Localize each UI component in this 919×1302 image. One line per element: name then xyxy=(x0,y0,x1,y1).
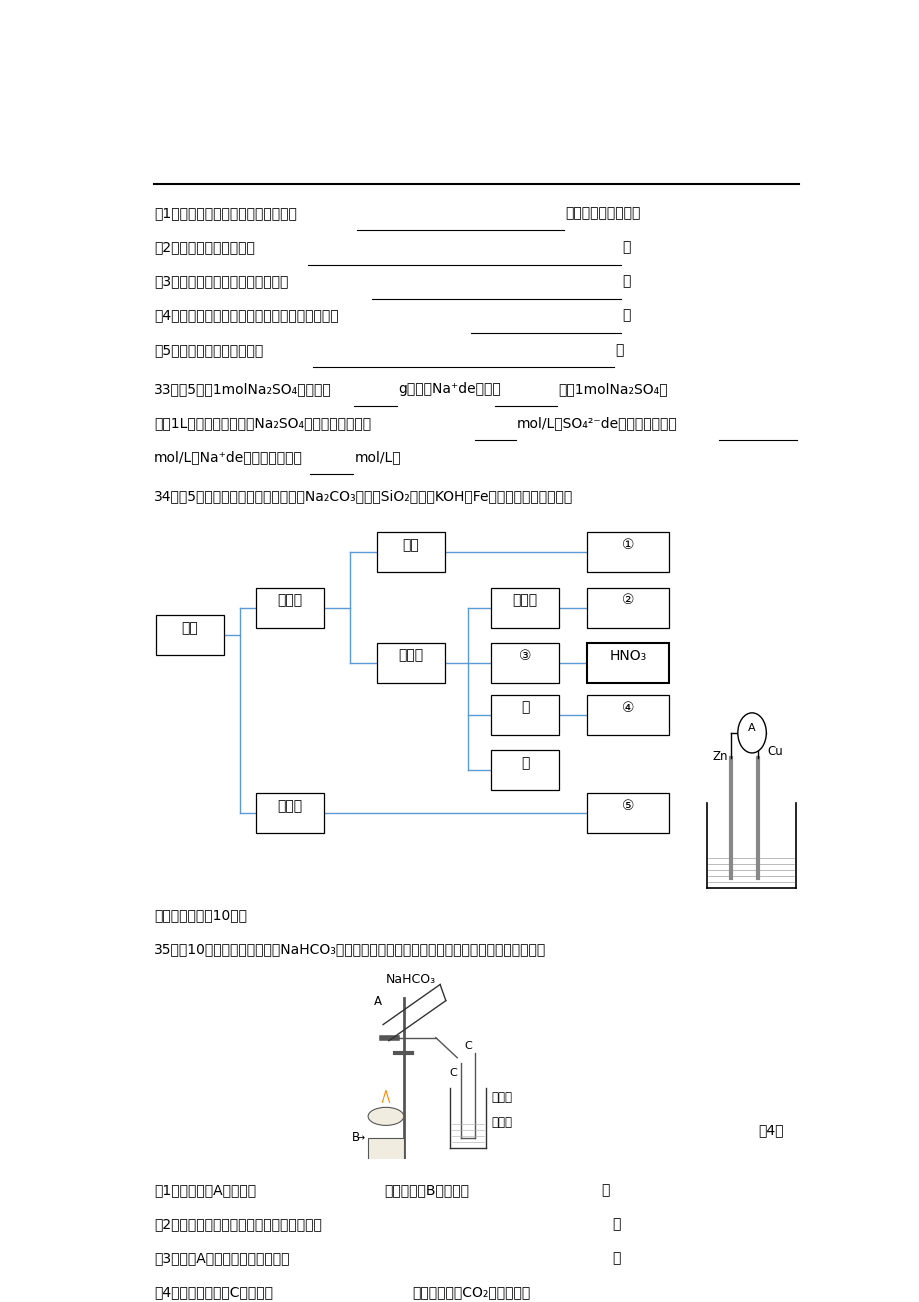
Text: 四、实验题（共10分）: 四、实验题（共10分） xyxy=(154,909,247,922)
Ellipse shape xyxy=(368,1107,403,1125)
Text: ；: ； xyxy=(622,241,630,254)
Text: A: A xyxy=(747,723,755,733)
Text: B: B xyxy=(351,1131,359,1144)
Text: HNO₃: HNO₃ xyxy=(609,648,646,663)
Bar xyxy=(491,643,558,682)
Text: （1）图中仪器A的名称是: （1）图中仪器A的名称是 xyxy=(154,1184,256,1197)
Text: （3）可作为潜水艇中氧气来源的是: （3）可作为潜水艇中氧气来源的是 xyxy=(154,275,289,289)
Bar xyxy=(368,1138,403,1163)
Text: 单质: 单质 xyxy=(403,538,419,552)
Text: －4－: －4－ xyxy=(757,1122,783,1137)
Text: 碱: 碱 xyxy=(520,700,528,715)
Text: （1）用于消毒的医用酒精主要成份是: （1）用于消毒的医用酒精主要成份是 xyxy=(154,207,297,220)
Bar xyxy=(368,1169,425,1191)
Text: 34．（5分）下图为物质分类图示：将Na₂CO₃溶液、SiO₂、酸、KOH和Fe填入图中对应的位置。: 34．（5分）下图为物质分类图示：将Na₂CO₃溶液、SiO₂、酸、KOH和Fe… xyxy=(154,490,573,504)
Text: 化合物: 化合物 xyxy=(398,648,423,663)
Text: 澄清的: 澄清的 xyxy=(491,1091,512,1104)
Text: ②: ② xyxy=(621,594,634,607)
Bar xyxy=(377,533,444,573)
Text: Zn: Zn xyxy=(711,750,727,763)
Bar xyxy=(255,587,323,628)
Text: （4）开始加热后，C管中出现: （4）开始加热后，C管中出现 xyxy=(154,1285,273,1299)
Text: （4）能使品红溶液褪色，加热后又恢复红色的是: （4）能使品红溶液褪色，加热后又恢复红色的是 xyxy=(154,309,338,323)
Text: 制成1L溶液，所得溶液中Na₂SO₄的物质的量浓度是: 制成1L溶液，所得溶液中Na₂SO₄的物质的量浓度是 xyxy=(154,417,371,430)
Bar xyxy=(586,533,669,573)
Text: 。: 。 xyxy=(611,1217,619,1232)
Text: 氧化物: 氧化物 xyxy=(512,594,537,607)
Bar xyxy=(491,695,558,734)
Text: ；用1molNa₂SO₄配: ；用1molNa₂SO₄配 xyxy=(558,381,667,396)
Text: →: → xyxy=(356,1133,364,1143)
Text: （2）遇淀粉溶液变蓝的是: （2）遇淀粉溶液变蓝的是 xyxy=(154,241,255,254)
Bar xyxy=(491,750,558,790)
Text: 纯净物: 纯净物 xyxy=(277,594,302,607)
Text: ；: ； xyxy=(622,309,630,323)
Text: （5）具有磁性的黑色晶体是: （5）具有磁性的黑色晶体是 xyxy=(154,342,263,357)
Text: 33．（5分）1molNa₂SO₄的质量是: 33．（5分）1molNa₂SO₄的质量是 xyxy=(154,381,332,396)
Text: 混合物: 混合物 xyxy=(277,799,302,812)
Text: Cu: Cu xyxy=(766,745,782,758)
Text: 石灰水: 石灰水 xyxy=(491,1116,512,1129)
Bar xyxy=(586,587,669,628)
Text: A: A xyxy=(374,995,382,1008)
Text: （2）按上图连接装置后，首先应检查装置的: （2）按上图连接装置后，首先应检查装置的 xyxy=(154,1217,322,1232)
Bar xyxy=(491,587,558,628)
Text: ③: ③ xyxy=(518,648,530,663)
Circle shape xyxy=(737,713,766,753)
Text: NaHCO₃: NaHCO₃ xyxy=(385,973,436,986)
Text: ④: ④ xyxy=(621,700,634,715)
Bar xyxy=(377,643,444,682)
Text: mol/L；Na⁺de物质的量浓度是: mol/L；Na⁺de物质的量浓度是 xyxy=(154,450,302,464)
Text: ①: ① xyxy=(621,538,634,552)
Text: mol/L；SO₄²⁻de物质的量浓度是: mol/L；SO₄²⁻de物质的量浓度是 xyxy=(516,417,677,430)
Text: C: C xyxy=(463,1040,471,1051)
Bar xyxy=(586,793,669,833)
Text: 现象，证明有CO₂气体生成。: 现象，证明有CO₂气体生成。 xyxy=(412,1285,530,1299)
Text: g；所含Na⁺de数目是: g；所含Na⁺de数目是 xyxy=(398,381,500,396)
Bar xyxy=(156,615,223,655)
Text: 。: 。 xyxy=(601,1184,609,1197)
Text: ；: ； xyxy=(622,275,630,289)
Text: 。: 。 xyxy=(615,342,623,357)
Text: （填序号，下同）；: （填序号，下同）； xyxy=(565,207,641,220)
Text: ⑤: ⑤ xyxy=(621,799,634,812)
Text: 盐: 盐 xyxy=(520,755,528,769)
Text: （3）仪器A管口向下倾斜的原因是: （3）仪器A管口向下倾斜的原因是 xyxy=(154,1251,289,1266)
Text: mol/L。: mol/L。 xyxy=(354,450,401,464)
Bar xyxy=(586,643,669,682)
Text: 。: 。 xyxy=(611,1251,619,1266)
Text: C: C xyxy=(449,1068,457,1078)
Text: 物质: 物质 xyxy=(181,621,198,635)
Bar xyxy=(255,793,323,833)
Text: 35．（10分）某化学小组进行NaHCO₃热稳定性实验，并检验部分分解产物，请回答下列问题：: 35．（10分）某化学小组进行NaHCO₃热稳定性实验，并检验部分分解产物，请回… xyxy=(154,943,546,957)
Text: ，图中仪器B的名称是: ，图中仪器B的名称是 xyxy=(383,1184,469,1197)
Bar xyxy=(586,695,669,734)
